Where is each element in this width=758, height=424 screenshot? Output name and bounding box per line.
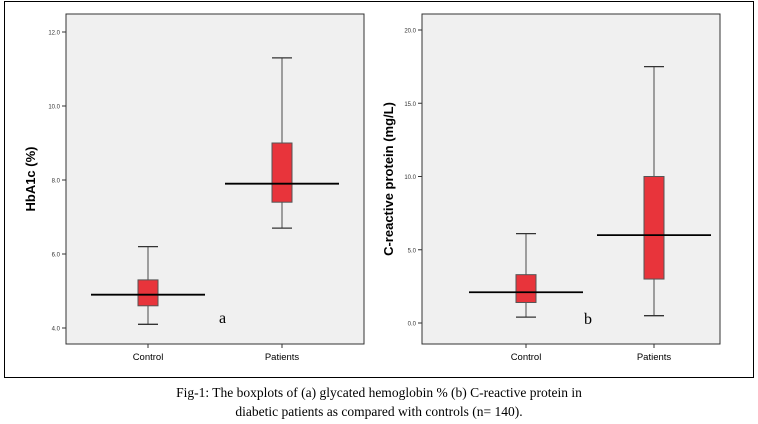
y-axis-label: C-reactive protein (mg/L)	[381, 102, 396, 256]
y-tick-label: 8.0	[52, 179, 61, 185]
y-tick-label: 12.0	[48, 31, 60, 37]
x-tick-label: Control	[133, 352, 164, 363]
figure-caption: Fig-1: The boxplots of (a) glycated hemo…	[0, 383, 758, 421]
box-control	[515, 274, 537, 303]
y-tick-label: 5.0	[408, 248, 417, 254]
panel-letter: a	[219, 310, 226, 327]
y-tick-label: 4.0	[52, 327, 61, 333]
caption-line-1: Fig-1: The boxplots of (a) glycated hemo…	[176, 385, 582, 400]
y-tick-label: 6.0	[52, 253, 61, 259]
y-axis-label: HbA1c (%)	[23, 146, 38, 211]
y-tick-label: 0.0	[408, 322, 417, 328]
plot-area	[65, 13, 365, 345]
box-patients	[643, 176, 665, 280]
caption-line-2: diabetic patients as compared with contr…	[235, 404, 523, 419]
figure-frame	[4, 1, 754, 378]
plot-area	[421, 13, 721, 345]
chart-panel-b: 0.0 5.0 10.0 15.0 20.0 Control Patients C-react…	[381, 13, 721, 363]
box-control	[137, 279, 159, 307]
chart-panel-a: 4.0 6.0 8.0 10.0 12.0 Control Patients HbA1c (%…	[23, 13, 365, 363]
y-tick-label: 20.0	[404, 29, 416, 35]
x-tick-label: Control	[511, 352, 542, 363]
y-tick-label: 10.0	[48, 105, 60, 111]
panel-letter: b	[584, 311, 592, 328]
y-tick-label: 10.0	[404, 175, 416, 181]
y-tick-label: 15.0	[404, 102, 416, 108]
box-patients	[271, 142, 293, 203]
x-tick-label: Patients	[265, 352, 300, 363]
x-tick-label: Patients	[637, 352, 672, 363]
